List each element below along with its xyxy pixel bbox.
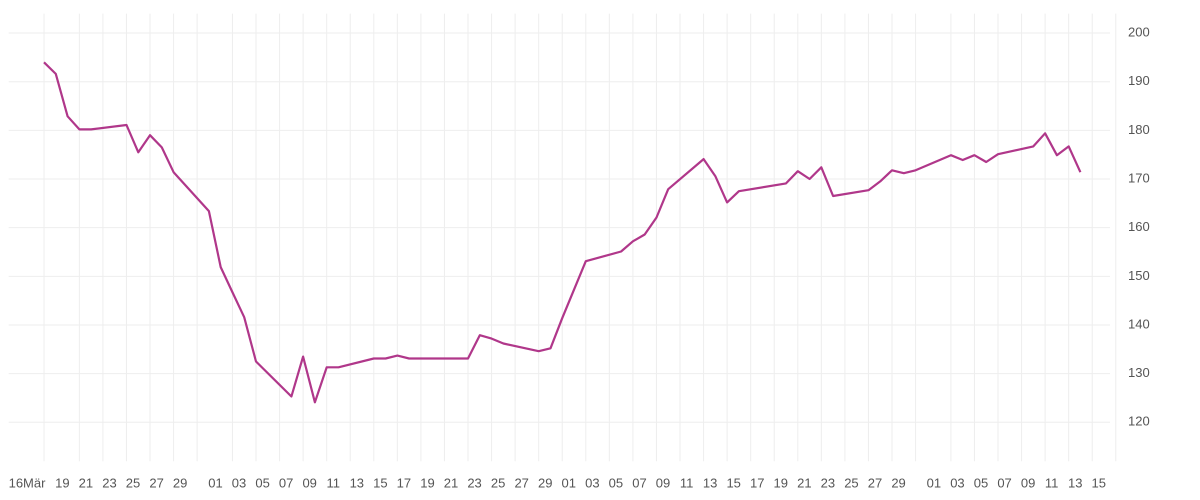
x-tick-label: 13 [1068, 475, 1082, 490]
x-tick-label: 21 [79, 475, 93, 490]
y-tick-label: 170 [1128, 170, 1150, 185]
y-tick-label: 180 [1128, 122, 1150, 137]
x-tick-label: 01 [927, 475, 941, 490]
x-tick-label: 05 [974, 475, 988, 490]
x-tick-label: 19 [774, 475, 788, 490]
x-tick-label: 05 [609, 475, 623, 490]
x-tick-label: 03 [950, 475, 964, 490]
x-tick-label: 17 [397, 475, 411, 490]
x-tick-label: 11 [1045, 475, 1059, 490]
x-tick-label: 16Mär [9, 475, 47, 490]
x-tick-label: 05 [255, 475, 269, 490]
x-tick-label: 09 [1021, 475, 1035, 490]
y-tick-label: 140 [1128, 316, 1150, 331]
x-tick-label: 03 [232, 475, 246, 490]
x-tick-label: 15 [1092, 475, 1106, 490]
x-tick-label: 25 [126, 475, 140, 490]
price-line [43, 61, 1082, 404]
x-tick-label: 15 [373, 475, 387, 490]
x-tick-label: 11 [680, 475, 694, 490]
y-tick-label: 200 [1128, 24, 1150, 39]
x-tick-label: 19 [420, 475, 434, 490]
x-tick-label: 13 [703, 475, 717, 490]
x-tick-label: 19 [55, 475, 69, 490]
x-tick-label: 23 [467, 475, 481, 490]
x-tick-label: 27 [868, 475, 882, 490]
y-tick-label: 120 [1128, 414, 1150, 429]
x-tick-label: 29 [173, 475, 187, 490]
x-tick-label: 15 [726, 475, 740, 490]
x-tick-label: 17 [750, 475, 764, 490]
x-tick-label: 09 [656, 475, 670, 490]
x-tick-label: 23 [821, 475, 835, 490]
x-tick-label: 01 [562, 475, 576, 490]
y-tick-label: 130 [1128, 365, 1150, 380]
x-tick-label: 11 [326, 475, 340, 490]
x-tick-label: 25 [844, 475, 858, 490]
x-tick-label: 23 [102, 475, 116, 490]
x-tick-label: 03 [585, 475, 599, 490]
x-tick-label: 27 [149, 475, 163, 490]
x-tick-label: 09 [302, 475, 316, 490]
x-tick-label: 07 [279, 475, 293, 490]
x-tick-label: 07 [997, 475, 1011, 490]
y-tick-label: 160 [1128, 219, 1150, 234]
x-tick-label: 27 [514, 475, 528, 490]
x-tick-label: 25 [491, 475, 505, 490]
y-tick-label: 190 [1128, 73, 1150, 88]
x-tick-label: 01 [208, 475, 222, 490]
x-tick-label: 13 [350, 475, 364, 490]
x-tick-label: 29 [891, 475, 905, 490]
x-tick-label: 29 [538, 475, 552, 490]
x-tick-label: 21 [797, 475, 811, 490]
y-tick-label: 150 [1128, 268, 1150, 283]
x-tick-label: 07 [632, 475, 646, 490]
x-tick-label: 21 [444, 475, 458, 490]
